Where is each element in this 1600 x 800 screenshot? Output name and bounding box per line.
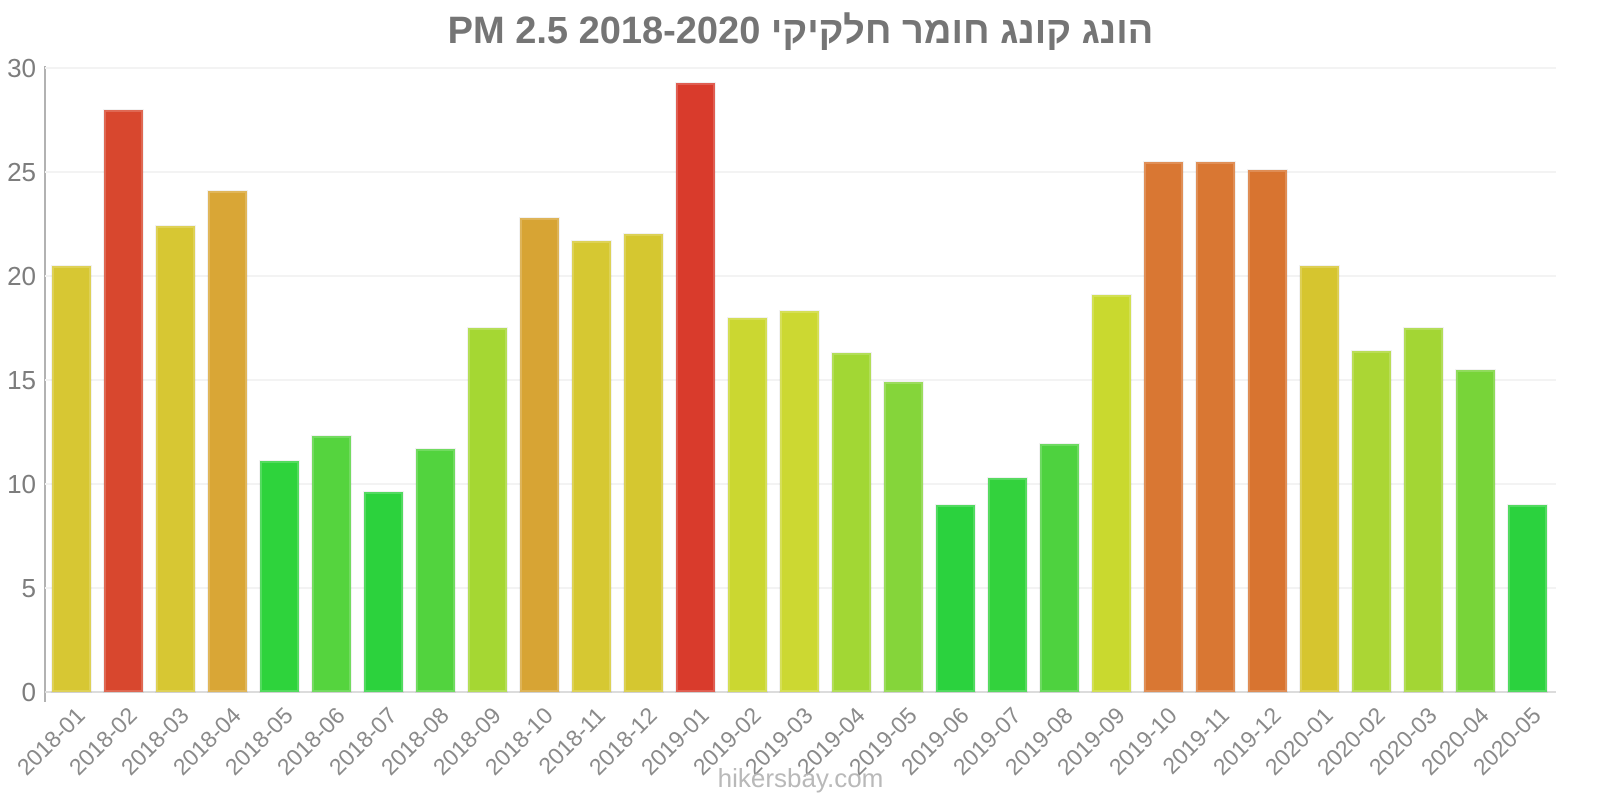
y-axis-tick-label: 20: [7, 261, 36, 291]
bar-2019-04[interactable]: [831, 351, 872, 694]
y-axis-line: [44, 66, 46, 702]
bar-column: 2018-04: [168, 68, 248, 780]
bar-column: 2018-07: [324, 68, 404, 780]
bar-column: 2019-11: [1157, 68, 1236, 779]
bar-2019-10[interactable]: [1143, 160, 1184, 694]
y-axis-tick-label: 30: [7, 53, 36, 83]
bar-2019-05[interactable]: [883, 381, 924, 693]
bar-2020-01[interactable]: [1299, 264, 1340, 694]
bar-column: 2019-01: [636, 68, 716, 780]
bar-2019-08[interactable]: [1039, 443, 1080, 693]
bar-2019-01[interactable]: [675, 81, 716, 694]
y-axis-tick-label: 5: [21, 573, 36, 603]
bar-2020-03[interactable]: [1403, 327, 1444, 693]
bar-column: 2019-10: [1104, 68, 1184, 780]
bar-column: 2020-04: [1416, 68, 1496, 780]
bar-column: 2019-06: [896, 68, 976, 780]
bar-column: 2018-01: [12, 68, 92, 780]
bar-column: 2019-02: [688, 68, 768, 780]
bar-column: 2018-10: [480, 68, 560, 780]
bar-2018-06[interactable]: [311, 435, 352, 693]
bar-2020-05[interactable]: [1507, 503, 1548, 694]
bar-2019-07[interactable]: [987, 476, 1028, 694]
bar-2018-11[interactable]: [571, 239, 612, 694]
bar-column: 2018-02: [64, 68, 144, 780]
bar-column: 2018-09: [428, 68, 508, 780]
bar-2019-11[interactable]: [1195, 160, 1236, 694]
bar-2020-04[interactable]: [1455, 368, 1496, 694]
y-axis-tick-label: 0: [21, 677, 36, 707]
bar-column: 2019-12: [1208, 68, 1288, 780]
bar-column: 2018-05: [220, 68, 300, 780]
bar-2018-08[interactable]: [415, 447, 456, 694]
bar-2018-03[interactable]: [155, 225, 196, 693]
bar-column: 2018-03: [116, 68, 196, 780]
bar-2019-12[interactable]: [1247, 168, 1288, 694]
bar-column: 2020-03: [1364, 68, 1444, 780]
bar-column: 2019-04: [792, 68, 872, 780]
bar-column: 2020-01: [1260, 68, 1340, 780]
bar-2019-06[interactable]: [935, 503, 976, 694]
bar-2018-09[interactable]: [467, 327, 508, 693]
bar-column: 2019-05: [844, 68, 924, 780]
bar-column: 2020-05: [1468, 68, 1548, 780]
bar-2018-07[interactable]: [363, 491, 404, 693]
bar-column: 2019-09: [1052, 68, 1132, 780]
bar-2018-10[interactable]: [519, 216, 560, 694]
bar-2018-05[interactable]: [259, 460, 300, 693]
bar-2018-12[interactable]: [623, 233, 664, 693]
bar-2019-09[interactable]: [1091, 293, 1132, 694]
watermark: hikersbay.com: [717, 763, 884, 793]
bar-2020-02[interactable]: [1351, 349, 1392, 694]
y-axis-tick-label: 15: [7, 365, 36, 395]
bar-2019-02[interactable]: [727, 316, 768, 694]
bar-column: 2019-03: [740, 68, 820, 780]
bar-column: 2018-08: [376, 68, 456, 780]
bar-2019-03[interactable]: [779, 310, 820, 693]
bar-column: 2020-02: [1312, 68, 1392, 780]
plot-area: 2018-01 2018-02 2018-03 2018-04 2018-05 2018-…: [12, 68, 1548, 780]
bar-column: 2019-07: [948, 68, 1028, 780]
chart-title: הונג קונג חומר חלקיקי PM 2.5 2018-2020: [447, 10, 1154, 52]
bar-column: 2018-11: [533, 68, 612, 779]
y-axis-tick-label: 10: [7, 469, 36, 499]
bar-column: 2019-08: [1000, 68, 1080, 780]
bar-column: 2018-06: [272, 68, 352, 780]
bar-column: 2018-12: [584, 68, 664, 780]
y-axis-tick-label: 25: [7, 157, 36, 187]
bar-2018-04[interactable]: [207, 189, 248, 694]
bar-2018-02[interactable]: [103, 108, 144, 694]
bar-2018-01[interactable]: [51, 264, 92, 694]
